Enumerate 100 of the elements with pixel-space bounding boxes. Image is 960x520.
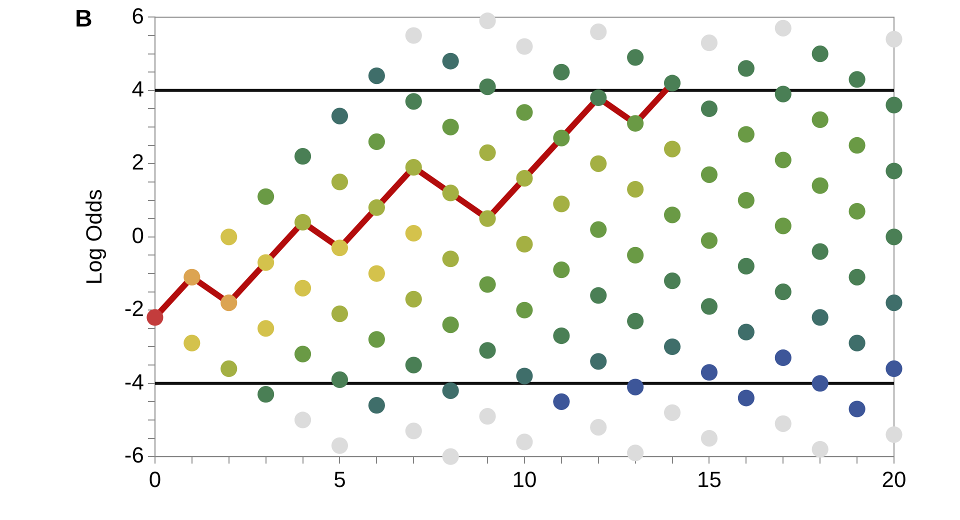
y-tick-label: 0 bbox=[132, 222, 144, 248]
point bbox=[664, 272, 681, 290]
point bbox=[405, 159, 422, 176]
point bbox=[700, 100, 718, 118]
point bbox=[294, 214, 312, 231]
point bbox=[405, 224, 422, 242]
point bbox=[294, 412, 312, 428]
point bbox=[294, 148, 312, 165]
point bbox=[812, 309, 828, 326]
x-tick-label: 0 bbox=[148, 466, 162, 492]
point bbox=[700, 166, 718, 183]
point bbox=[553, 64, 570, 80]
point bbox=[738, 324, 754, 340]
point bbox=[479, 12, 496, 30]
point bbox=[479, 276, 496, 293]
point bbox=[627, 181, 644, 198]
point bbox=[516, 104, 533, 121]
x-tick-label: 15 bbox=[697, 466, 722, 492]
text: B bbox=[74, 6, 92, 33]
point bbox=[553, 130, 570, 146]
point bbox=[442, 118, 459, 136]
point bbox=[812, 243, 828, 260]
point bbox=[368, 67, 385, 84]
point bbox=[774, 349, 792, 366]
point bbox=[590, 221, 607, 238]
point bbox=[258, 254, 274, 271]
point bbox=[553, 393, 570, 410]
point bbox=[700, 298, 718, 315]
point bbox=[516, 302, 533, 318]
point bbox=[220, 294, 238, 312]
point bbox=[258, 320, 274, 337]
point bbox=[442, 448, 459, 465]
point bbox=[774, 218, 792, 234]
point bbox=[812, 440, 828, 458]
point bbox=[146, 309, 164, 326]
y-tick-label: 2 bbox=[132, 150, 144, 175]
point bbox=[368, 397, 385, 414]
point bbox=[627, 312, 644, 330]
point bbox=[331, 240, 348, 256]
point bbox=[479, 342, 496, 359]
point bbox=[294, 280, 312, 296]
point bbox=[848, 268, 866, 286]
point bbox=[331, 174, 348, 190]
point bbox=[627, 378, 644, 396]
point bbox=[479, 78, 496, 96]
point bbox=[442, 184, 459, 202]
point bbox=[258, 188, 274, 205]
x-tick-label: 10 bbox=[512, 466, 537, 492]
point bbox=[590, 24, 607, 40]
point bbox=[627, 49, 644, 66]
point bbox=[368, 265, 385, 282]
point bbox=[700, 430, 718, 447]
point bbox=[590, 419, 607, 436]
point bbox=[700, 364, 718, 381]
point bbox=[590, 89, 607, 106]
point bbox=[812, 177, 828, 194]
point bbox=[664, 404, 681, 421]
point bbox=[700, 34, 718, 52]
point bbox=[886, 294, 902, 312]
point bbox=[590, 287, 607, 304]
point bbox=[368, 199, 385, 216]
point bbox=[812, 375, 828, 392]
point bbox=[220, 360, 238, 378]
point bbox=[294, 346, 312, 362]
point bbox=[664, 140, 681, 158]
point bbox=[516, 434, 533, 450]
point bbox=[405, 290, 422, 308]
point bbox=[590, 353, 607, 370]
x-tick-label: 20 bbox=[882, 466, 906, 492]
point bbox=[627, 115, 644, 132]
point bbox=[442, 250, 459, 268]
point bbox=[886, 30, 902, 48]
point bbox=[405, 93, 422, 110]
point bbox=[738, 390, 754, 406]
point bbox=[516, 368, 533, 384]
point bbox=[848, 71, 866, 88]
point bbox=[405, 356, 422, 374]
point bbox=[516, 170, 533, 187]
point bbox=[331, 437, 348, 454]
point bbox=[848, 400, 866, 418]
y-tick-label: 4 bbox=[132, 76, 144, 102]
y-tick-label: -4 bbox=[124, 369, 144, 394]
point bbox=[184, 334, 200, 352]
point bbox=[331, 305, 348, 322]
point bbox=[774, 284, 792, 300]
point bbox=[886, 426, 902, 443]
point bbox=[886, 96, 902, 114]
point bbox=[368, 331, 385, 348]
point bbox=[220, 228, 238, 246]
point bbox=[553, 327, 570, 344]
point bbox=[738, 126, 754, 143]
point bbox=[774, 415, 792, 432]
point bbox=[627, 444, 644, 462]
point bbox=[664, 206, 681, 224]
point bbox=[553, 196, 570, 212]
point bbox=[442, 52, 459, 70]
y-tick-label: 6 bbox=[132, 3, 144, 28]
point bbox=[848, 334, 866, 352]
y-tick-label: -2 bbox=[124, 296, 144, 322]
point bbox=[700, 232, 718, 249]
